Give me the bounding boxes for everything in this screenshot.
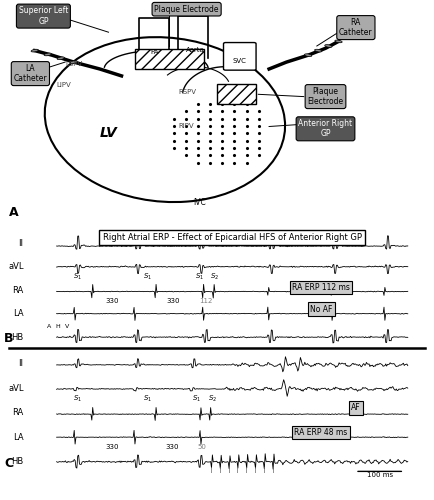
- Text: $S_2$: $S_2$: [210, 272, 219, 282]
- Text: $S_1$: $S_1$: [73, 394, 82, 404]
- Text: HB: HB: [11, 332, 23, 342]
- Text: RA ERP 48 ms: RA ERP 48 ms: [294, 428, 348, 437]
- Text: Aorta: Aorta: [186, 47, 205, 53]
- Ellipse shape: [70, 60, 77, 64]
- Text: LA
Catheter: LA Catheter: [13, 64, 47, 84]
- Text: LSPV: LSPV: [65, 62, 82, 68]
- Text: IVC: IVC: [193, 198, 206, 207]
- Text: $S_1$: $S_1$: [73, 272, 82, 282]
- Text: B: B: [4, 332, 14, 345]
- Ellipse shape: [335, 40, 342, 43]
- Text: 330: 330: [167, 298, 180, 304]
- Text: A: A: [46, 324, 51, 330]
- Ellipse shape: [305, 54, 312, 56]
- Text: Superior Left
GP: Superior Left GP: [19, 6, 68, 26]
- Text: Plaque
Electrode: Plaque Electrode: [307, 87, 344, 106]
- Text: LIPV: LIPV: [56, 82, 71, 88]
- Ellipse shape: [31, 49, 38, 52]
- Text: Right Atrial ERP - Effect of Epicardial HFS of Anterior Right GP: Right Atrial ERP - Effect of Epicardial …: [103, 233, 362, 242]
- Text: 112: 112: [199, 298, 213, 304]
- Text: $S_1$: $S_1$: [195, 272, 204, 282]
- Text: LA: LA: [13, 309, 23, 318]
- Text: II: II: [19, 238, 23, 248]
- Text: $S_1$: $S_1$: [143, 394, 152, 404]
- Text: 50: 50: [197, 444, 207, 450]
- Text: V: V: [65, 324, 69, 330]
- Text: SVC: SVC: [233, 58, 247, 64]
- Bar: [217, 84, 256, 103]
- Text: C: C: [4, 457, 13, 470]
- Ellipse shape: [44, 53, 51, 56]
- Text: RA ERP 112 ms: RA ERP 112 ms: [292, 283, 350, 292]
- Bar: [135, 50, 204, 69]
- Text: HB: HB: [11, 457, 23, 466]
- Text: AF: AF: [351, 404, 361, 412]
- Text: $S_1$: $S_1$: [192, 394, 201, 404]
- Text: aVL: aVL: [8, 384, 23, 392]
- Text: RSPV: RSPV: [178, 89, 196, 95]
- Ellipse shape: [45, 37, 285, 202]
- Text: II: II: [19, 359, 23, 368]
- Text: $S_2$: $S_2$: [207, 394, 217, 404]
- Text: 100 ms: 100 ms: [367, 472, 393, 478]
- Ellipse shape: [325, 44, 332, 48]
- Text: RA: RA: [12, 286, 23, 294]
- Text: RA: RA: [12, 408, 23, 417]
- Text: 330: 330: [106, 298, 119, 304]
- Text: Plaque Electrode: Plaque Electrode: [155, 4, 219, 14]
- Ellipse shape: [57, 57, 64, 59]
- FancyBboxPatch shape: [224, 42, 256, 70]
- Text: 330: 330: [106, 444, 119, 450]
- Text: PA: PA: [150, 49, 158, 55]
- Text: $S_1$: $S_1$: [143, 272, 152, 282]
- Text: RA
Catheter: RA Catheter: [339, 18, 373, 38]
- Text: RIPV: RIPV: [178, 124, 194, 130]
- Text: H: H: [55, 324, 60, 330]
- Text: No AF: No AF: [310, 304, 332, 314]
- Text: Epi – HFS of Anterior Right GP (CL 50 ms, 0.8 Volts): Epi – HFS of Anterior Right GP (CL 50 ms…: [101, 482, 333, 491]
- Ellipse shape: [315, 49, 322, 52]
- Text: aVL: aVL: [8, 262, 23, 271]
- Text: LV: LV: [100, 126, 117, 140]
- Text: LA: LA: [13, 432, 23, 442]
- Text: 330: 330: [165, 444, 179, 450]
- Text: A: A: [9, 206, 18, 218]
- Text: Anterior Right
GP: Anterior Right GP: [299, 119, 352, 139]
